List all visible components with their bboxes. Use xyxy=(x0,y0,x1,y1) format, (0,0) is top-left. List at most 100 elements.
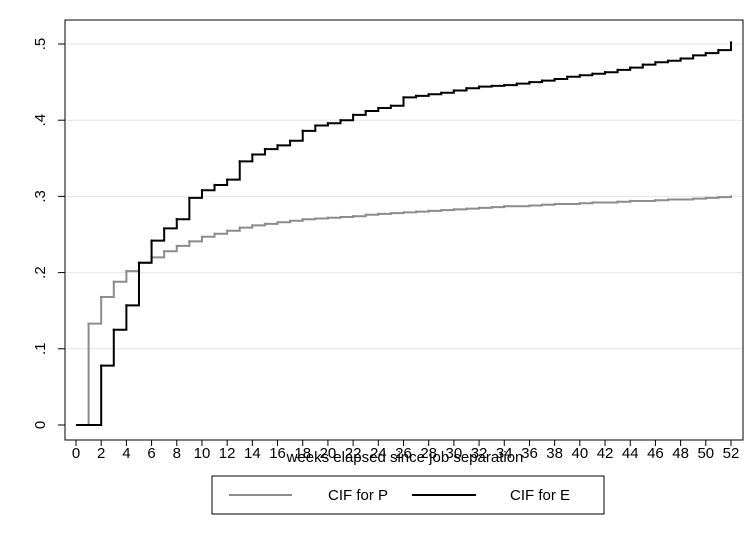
series-point xyxy=(566,75,569,78)
series-point xyxy=(162,250,166,253)
series-point xyxy=(414,94,418,98)
series-point xyxy=(704,196,708,200)
x-tick-label: 18 xyxy=(294,445,311,462)
series-point xyxy=(666,59,670,62)
series-point xyxy=(276,144,279,147)
series-point xyxy=(629,66,632,69)
x-tick-label: 24 xyxy=(370,445,387,462)
series-point xyxy=(213,232,216,235)
series-point xyxy=(188,240,191,243)
legend-label-p: CIF for P xyxy=(328,487,388,504)
series-point xyxy=(339,215,342,219)
series-point xyxy=(213,183,216,187)
series-point xyxy=(503,205,506,208)
x-tick-label: 36 xyxy=(521,445,538,462)
series-point xyxy=(452,208,456,211)
series-point xyxy=(99,364,103,367)
series-point xyxy=(477,85,481,88)
series-point xyxy=(125,304,128,307)
series-point xyxy=(603,70,607,74)
series-point xyxy=(377,106,380,110)
x-tick-label: 0 xyxy=(72,445,80,462)
series-point xyxy=(465,86,468,90)
x-axis: 0 2 4 6 8 10 12 14 16 18 20 22 24 26 28 30 32 34 36 38 40 42 4… xyxy=(72,440,740,462)
x-axis-title: weeks elapsed since job separation xyxy=(286,449,524,466)
x-tick-label: 28 xyxy=(420,445,437,462)
series-point xyxy=(238,226,241,229)
series-point xyxy=(540,203,544,206)
series-point xyxy=(188,196,191,200)
series-point xyxy=(629,199,632,203)
x-tick-label: 14 xyxy=(244,445,261,462)
x-tick-label: 8 xyxy=(173,445,181,462)
series-point xyxy=(402,211,405,214)
series-point xyxy=(452,89,456,92)
x-tick-label: 4 xyxy=(122,445,130,462)
series-point xyxy=(654,61,657,64)
series-line-cif-e xyxy=(76,42,732,426)
x-tick-label: 38 xyxy=(546,445,563,462)
series-point xyxy=(641,63,645,66)
series-point xyxy=(414,210,418,213)
x-tick-label: 42 xyxy=(597,445,614,462)
legend: CIF for P CIF for E xyxy=(211,475,605,515)
series-point xyxy=(351,215,355,218)
x-tick-label: 46 xyxy=(647,445,664,462)
series-point xyxy=(591,72,594,75)
series-point xyxy=(314,124,317,127)
x-tick-label: 50 xyxy=(697,445,714,462)
series-point xyxy=(225,229,229,232)
series-point xyxy=(616,200,619,203)
series-point xyxy=(225,178,229,181)
series-point xyxy=(540,79,544,82)
series-point xyxy=(351,113,355,117)
series-point xyxy=(251,224,254,227)
x-tick-label: 10 xyxy=(194,445,211,462)
series-point xyxy=(150,239,153,242)
series-point xyxy=(314,217,317,220)
series-point xyxy=(729,195,733,198)
series-point xyxy=(301,218,304,221)
x-tick-label: 32 xyxy=(471,445,488,462)
x-tick-label: 30 xyxy=(446,445,463,462)
series-point xyxy=(263,147,267,151)
y-tick-label: .4 xyxy=(32,114,49,127)
series-point xyxy=(301,129,304,133)
series-point xyxy=(125,269,128,273)
x-tick-label: 20 xyxy=(320,445,337,462)
series-point xyxy=(717,195,720,199)
series-point xyxy=(99,295,103,299)
x-tick-label: 12 xyxy=(219,445,236,462)
series-point xyxy=(175,244,178,248)
series-point xyxy=(477,206,481,210)
series-point xyxy=(666,198,670,201)
x-tick-label: 34 xyxy=(496,445,513,462)
series-point xyxy=(490,205,493,209)
series-point xyxy=(288,219,292,222)
x-tick-label: 52 xyxy=(723,445,740,462)
series-point xyxy=(112,328,115,331)
series-point xyxy=(528,80,531,84)
y-tick-label: 0 xyxy=(32,421,49,429)
series-point xyxy=(553,77,556,81)
series-point xyxy=(654,199,657,202)
y-tick-label: .5 xyxy=(32,38,49,51)
series-point xyxy=(591,201,594,204)
series-point xyxy=(616,68,619,72)
series-point xyxy=(112,280,115,283)
series-point xyxy=(251,153,254,156)
series-point xyxy=(704,51,708,55)
series-point xyxy=(175,218,178,221)
x-tick-label: 44 xyxy=(622,445,639,462)
series-point xyxy=(528,204,531,207)
series-point xyxy=(339,119,342,122)
x-tick-label: 26 xyxy=(395,445,412,462)
series-point xyxy=(200,235,204,238)
y-tick-label: .3 xyxy=(32,190,49,203)
series-point xyxy=(679,57,682,60)
x-tick-label: 48 xyxy=(672,445,689,462)
series-point xyxy=(276,221,279,224)
series-point xyxy=(427,93,430,96)
